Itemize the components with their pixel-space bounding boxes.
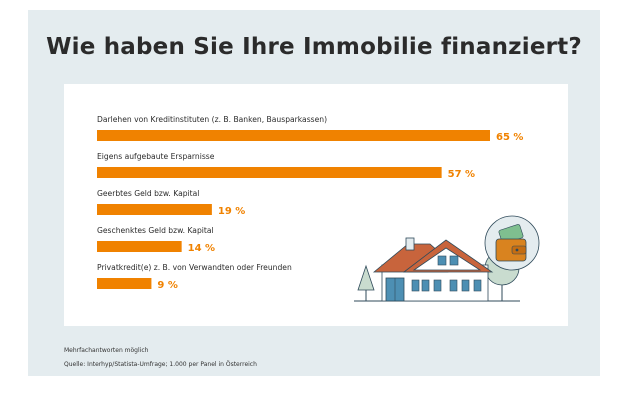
category-label: Geerbtes Geld bzw. Kapital bbox=[97, 189, 199, 198]
wallet-icon bbox=[484, 215, 540, 271]
category-label: Geschenktes Geld bzw. Kapital bbox=[97, 226, 214, 235]
page-title: Wie haben Sie Ihre Immobilie finanziert? bbox=[46, 34, 582, 60]
value-label: 57 % bbox=[448, 169, 475, 180]
bar bbox=[97, 130, 490, 141]
category-label: Darlehen von Kreditinstituten (z. B. Ban… bbox=[97, 115, 327, 124]
category-label: Eigens aufgebaute Ersparnisse bbox=[97, 152, 215, 161]
value-label: 65 % bbox=[496, 132, 523, 143]
tree-left-icon bbox=[357, 264, 375, 301]
footnote-source: Quelle: Interhyp/Statista-Umfrage; 1.000… bbox=[64, 361, 257, 368]
bar bbox=[97, 204, 212, 215]
value-label: 19 % bbox=[218, 206, 245, 217]
house-icon bbox=[372, 237, 494, 302]
bar bbox=[97, 167, 442, 178]
footnote-multiple-answers: Mehrfachantworten möglich bbox=[64, 347, 149, 354]
bar bbox=[97, 241, 182, 252]
bar bbox=[97, 278, 152, 289]
house-with-wallet-illustration bbox=[354, 215, 540, 302]
value-label: 9 % bbox=[157, 280, 177, 291]
value-label: 14 % bbox=[188, 243, 215, 254]
bars-group: Darlehen von Kreditinstituten (z. B. Ban… bbox=[97, 115, 523, 291]
category-label: Privatkredit(e) z. B. von Verwandten ode… bbox=[97, 263, 292, 272]
